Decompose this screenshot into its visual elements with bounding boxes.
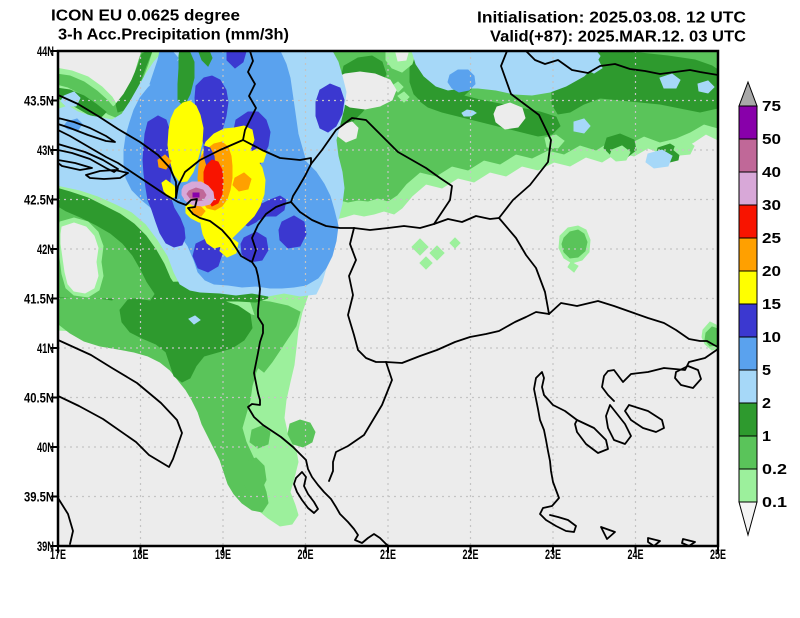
- svg-text:10: 10: [762, 330, 781, 346]
- svg-text:20: 20: [762, 264, 781, 280]
- svg-text:0.2: 0.2: [762, 462, 787, 478]
- svg-text:40.5N: 40.5N: [24, 391, 54, 406]
- svg-text:42.5N: 42.5N: [24, 193, 54, 208]
- svg-text:25: 25: [762, 231, 781, 247]
- svg-text:41.5N: 41.5N: [24, 292, 54, 307]
- svg-text:43.5N: 43.5N: [24, 94, 54, 109]
- svg-text:19E: 19E: [215, 547, 231, 562]
- svg-text:22E: 22E: [463, 547, 479, 562]
- svg-text:39N: 39N: [37, 539, 54, 554]
- svg-text:44N: 44N: [37, 44, 54, 59]
- svg-text:41N: 41N: [37, 341, 54, 356]
- svg-text:17E: 17E: [50, 547, 66, 562]
- svg-text:75: 75: [762, 99, 781, 115]
- svg-text:0.1: 0.1: [762, 495, 787, 511]
- svg-text:2: 2: [762, 396, 771, 412]
- svg-text:Initialisation: 2025.03.08. 12: Initialisation: 2025.03.08. 12 UTC: [477, 10, 746, 27]
- svg-text:5: 5: [762, 363, 771, 379]
- svg-text:23E: 23E: [545, 547, 561, 562]
- svg-text:15: 15: [762, 297, 781, 313]
- svg-text:Valid(+87): 2025.MAR.12. 03 UT: Valid(+87): 2025.MAR.12. 03 UTC: [490, 29, 746, 46]
- svg-text:42N: 42N: [37, 242, 54, 257]
- svg-text:ICON EU 0.0625 degree: ICON EU 0.0625 degree: [51, 8, 240, 25]
- svg-text:39.5N: 39.5N: [24, 490, 54, 505]
- svg-text:1: 1: [762, 429, 771, 445]
- svg-text:40N: 40N: [37, 440, 54, 455]
- svg-text:21E: 21E: [380, 547, 396, 562]
- svg-text:40: 40: [762, 165, 781, 181]
- svg-text:20E: 20E: [298, 547, 314, 562]
- svg-text:50: 50: [762, 132, 781, 148]
- svg-text:30: 30: [762, 198, 781, 214]
- svg-text:3-h Acc.Precipitation (mm/3h): 3-h Acc.Precipitation (mm/3h): [58, 27, 289, 44]
- svg-text:18E: 18E: [133, 547, 149, 562]
- svg-text:25E: 25E: [710, 547, 726, 562]
- svg-text:43N: 43N: [37, 143, 54, 158]
- svg-text:24E: 24E: [628, 547, 644, 562]
